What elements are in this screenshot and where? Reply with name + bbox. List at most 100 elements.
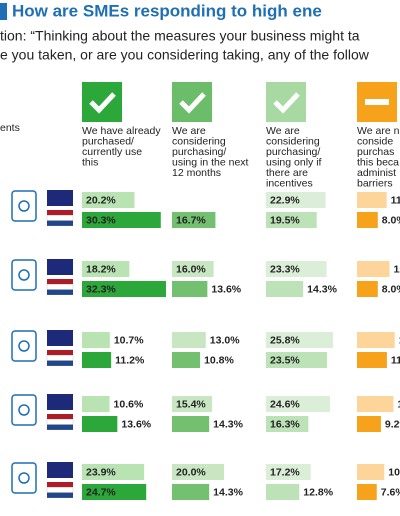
value-label: 16.3% xyxy=(270,418,300,430)
bar xyxy=(172,396,213,412)
bar xyxy=(357,352,387,368)
column-header: considering xyxy=(266,135,320,147)
row-icon xyxy=(11,190,37,222)
bar xyxy=(172,261,214,277)
bar xyxy=(82,261,130,277)
column-header: considering xyxy=(172,135,226,147)
flag-nl xyxy=(47,350,73,356)
bar xyxy=(82,464,145,480)
column-header: this xyxy=(82,156,98,168)
value-label: 10.7% xyxy=(114,334,144,346)
bar xyxy=(172,464,224,480)
bar xyxy=(357,212,378,228)
flag-nl xyxy=(47,482,73,488)
bar xyxy=(266,464,311,480)
bar xyxy=(266,192,326,208)
bar xyxy=(172,212,216,228)
column-header: We are xyxy=(172,125,206,137)
value-label: 20.2% xyxy=(86,194,116,206)
row-icon-dot xyxy=(18,472,30,484)
bar xyxy=(82,281,166,297)
bar xyxy=(357,281,378,297)
column-header: We have already xyxy=(82,125,161,137)
bar xyxy=(266,416,309,432)
value-label: 11. xyxy=(391,354,400,366)
value-label: 22.9% xyxy=(270,194,300,206)
row-icon xyxy=(11,394,37,426)
bar xyxy=(172,484,210,500)
value-label: 11.2% xyxy=(115,354,145,366)
header-icon xyxy=(266,82,306,122)
flag-nl xyxy=(47,210,73,216)
value-label: 32.3% xyxy=(86,283,116,295)
bar xyxy=(357,261,390,277)
bar xyxy=(82,192,135,208)
bar xyxy=(357,464,385,480)
row-icon xyxy=(11,259,37,291)
flag-top xyxy=(47,462,73,478)
column-header: purchas xyxy=(357,146,394,158)
value-label: 10.8% xyxy=(204,354,234,366)
value-label: 13.6% xyxy=(121,418,151,430)
check-mark xyxy=(179,92,206,114)
bar xyxy=(82,396,110,412)
bar xyxy=(357,192,387,208)
bar xyxy=(82,484,147,500)
flag-top xyxy=(47,394,73,410)
value-label: 30.3% xyxy=(86,214,116,226)
question-line: tion: “Thinking about the measures your … xyxy=(0,28,360,44)
column-header: this beca xyxy=(357,156,399,168)
value-label: 13.0% xyxy=(210,334,240,346)
flag-nl xyxy=(47,492,73,498)
column-header: We are xyxy=(266,125,300,137)
row-icon-dot xyxy=(18,200,30,212)
value-label: 25.8% xyxy=(270,334,300,346)
value-label: 9.2% xyxy=(385,418,400,430)
side-label: ents xyxy=(0,122,20,134)
column-header: currently use xyxy=(82,146,142,158)
value-label: 14.0% xyxy=(397,398,400,410)
flag-nl xyxy=(46,487,74,493)
flag-top xyxy=(47,190,73,206)
bar xyxy=(172,352,201,368)
bar xyxy=(82,352,112,368)
value-label: 14.3% xyxy=(213,486,243,498)
column-header: conside xyxy=(357,135,393,147)
bar xyxy=(266,484,300,500)
flag-nl xyxy=(46,419,74,425)
column-header: purchased/ xyxy=(82,135,134,147)
bar xyxy=(266,212,317,228)
bar xyxy=(266,281,304,297)
bar xyxy=(357,484,377,500)
column-header: purchasing/ xyxy=(266,146,320,158)
value-label: 15.4% xyxy=(176,398,206,410)
value-label: 14.3% xyxy=(213,418,243,430)
bar xyxy=(172,416,210,432)
column-header: administ xyxy=(357,167,396,179)
flag-nl xyxy=(47,289,73,295)
value-label: 24.6% xyxy=(270,398,300,410)
value-label: 10. xyxy=(388,466,400,478)
bar xyxy=(82,212,161,228)
flag-nl xyxy=(47,279,73,285)
question-line: e you taken, or are you considering taki… xyxy=(0,47,370,63)
bar xyxy=(172,332,206,348)
value-label: 23.3% xyxy=(270,263,300,275)
value-label: 19.5% xyxy=(270,214,300,226)
bar xyxy=(266,261,327,277)
flag-nl xyxy=(47,414,73,420)
value-label: 8.0% xyxy=(382,283,400,295)
value-label: 16.0% xyxy=(176,263,206,275)
column-header: incentives xyxy=(266,177,313,189)
column-header: there are xyxy=(266,167,308,179)
value-label: 14.3% xyxy=(307,283,337,295)
row-icon xyxy=(11,462,37,494)
column-header: using in the next xyxy=(172,156,249,168)
column-header: purchasing/ xyxy=(172,146,226,158)
flag-nl xyxy=(47,360,73,366)
bar xyxy=(266,396,330,412)
header-icon xyxy=(82,82,122,122)
row-icon-dot xyxy=(18,340,30,352)
value-label: 12. xyxy=(394,263,400,275)
